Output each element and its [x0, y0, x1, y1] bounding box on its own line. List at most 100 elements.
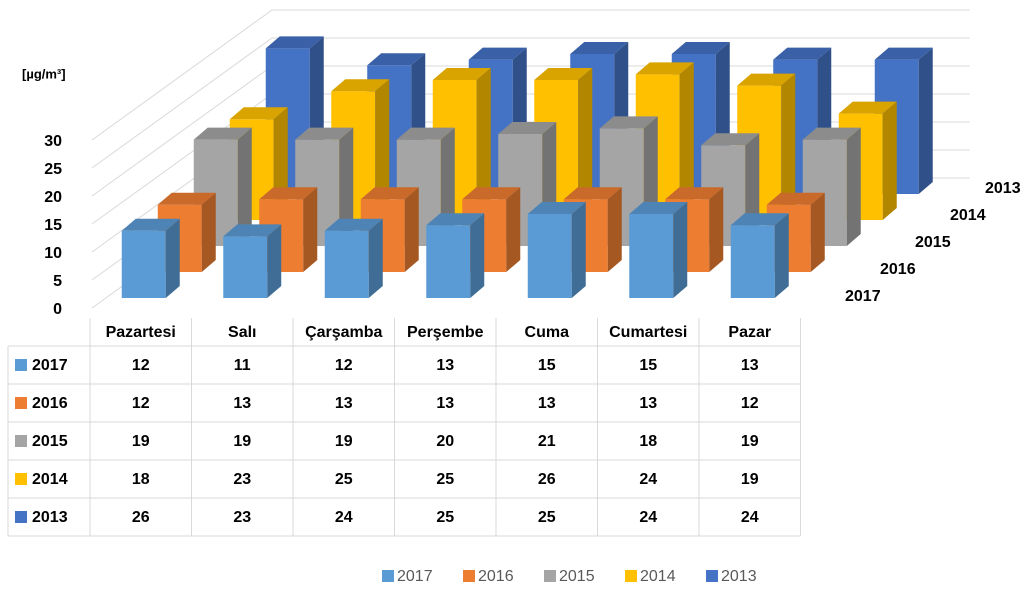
legend-swatch: [15, 397, 27, 409]
bar-front: [121, 230, 166, 298]
bar: [223, 224, 282, 298]
bar-side: [470, 213, 485, 298]
depth-label: 2015: [915, 234, 951, 251]
legend-swatch: [463, 570, 475, 582]
bar: [426, 213, 485, 298]
table-value: 18: [132, 471, 150, 488]
bar-top: [223, 224, 282, 237]
y-tick-label: 25: [44, 161, 62, 178]
bar-side: [339, 127, 354, 246]
bar-top: [527, 202, 586, 214]
bar-side: [476, 68, 491, 220]
table-value: 20: [436, 433, 454, 450]
y-tick-label: 10: [44, 245, 62, 262]
bar-side: [607, 187, 622, 272]
bar-top: [360, 187, 419, 200]
bar-top: [324, 218, 383, 231]
table-value: 12: [132, 395, 150, 412]
bar-top: [802, 127, 861, 140]
table-value: 23: [233, 471, 251, 488]
table-value: 24: [335, 509, 353, 526]
legend-label: 2015: [559, 568, 595, 585]
bar-top: [367, 53, 426, 66]
bar-front: [426, 225, 471, 298]
y-axis-label: [µg/m³]: [22, 66, 66, 81]
bar-side: [846, 127, 861, 246]
bar-top: [737, 73, 796, 86]
bar-side: [781, 73, 796, 220]
bar-top: [730, 213, 789, 226]
bar-side: [571, 202, 586, 298]
bar-side: [810, 192, 825, 272]
depth-label: 2017: [845, 288, 881, 305]
legend-swatch: [15, 435, 27, 447]
legend-label: 2016: [478, 568, 514, 585]
bar-side: [267, 224, 282, 298]
bar-side: [679, 62, 694, 221]
bar-front: [324, 230, 369, 298]
y-tick-label: 0: [53, 301, 62, 318]
legend-label: 2014: [640, 568, 676, 585]
bar-side: [368, 218, 383, 298]
bar-side: [673, 202, 688, 298]
bar-top: [331, 79, 390, 92]
bar-top: [534, 68, 593, 80]
bar-side: [303, 187, 318, 272]
x-tick-label: Pazar: [728, 324, 771, 341]
grid-line: [91, 37, 970, 169]
table-value: 26: [538, 471, 556, 488]
bar: [121, 218, 180, 298]
bar-top: [265, 36, 324, 49]
table-value: 25: [436, 509, 454, 526]
bar-top: [229, 107, 288, 120]
bar-side: [578, 68, 593, 220]
bar: [324, 218, 383, 298]
bar-top: [396, 127, 455, 140]
bar-front: [223, 236, 268, 298]
bar-side: [404, 187, 419, 272]
table-value: 12: [132, 357, 150, 374]
bar-top: [121, 218, 180, 231]
table-value: 19: [741, 433, 759, 450]
bar-side: [165, 218, 180, 298]
bar-front: [527, 214, 572, 298]
table-value: 24: [639, 471, 657, 488]
table-value: 19: [741, 471, 759, 488]
table-value: 21: [538, 433, 556, 450]
table-value: 12: [335, 357, 353, 374]
legend-swatch: [15, 511, 27, 523]
table-value: 15: [639, 357, 657, 374]
bar-side: [709, 187, 724, 272]
table-value: 13: [741, 357, 759, 374]
legend-label: 2013: [721, 568, 757, 585]
table-value: 19: [233, 433, 251, 450]
grid-line: [91, 9, 970, 141]
y-tick-label: 30: [44, 133, 62, 150]
table-value: 15: [538, 357, 556, 374]
depth-label: 2014: [950, 207, 986, 224]
x-tick-label: Cumartesi: [609, 324, 687, 341]
table-value: 24: [639, 509, 657, 526]
table-value: 13: [436, 395, 454, 412]
bar-front: [629, 214, 674, 298]
table-value: 11: [234, 357, 251, 374]
legend-label: 2017: [397, 568, 433, 585]
bar-top: [671, 42, 730, 54]
depth-label: 2016: [880, 261, 916, 278]
bar-top: [570, 42, 629, 54]
table-value: 26: [132, 509, 150, 526]
row-header: 2015: [32, 433, 68, 450]
x-tick-label: Pazartesi: [106, 324, 176, 341]
bar: [527, 202, 586, 298]
legend-swatch: [15, 473, 27, 485]
x-tick-label: Cuma: [525, 324, 570, 341]
bar-top: [157, 192, 216, 205]
y-tick-label: 20: [44, 189, 62, 206]
bar: [629, 202, 688, 298]
depth-label: 2013: [985, 180, 1021, 197]
bar-top: [701, 133, 760, 146]
bar-top: [629, 202, 688, 214]
table-value: 19: [132, 433, 150, 450]
bar-top: [432, 68, 491, 80]
bar-top: [838, 101, 897, 114]
